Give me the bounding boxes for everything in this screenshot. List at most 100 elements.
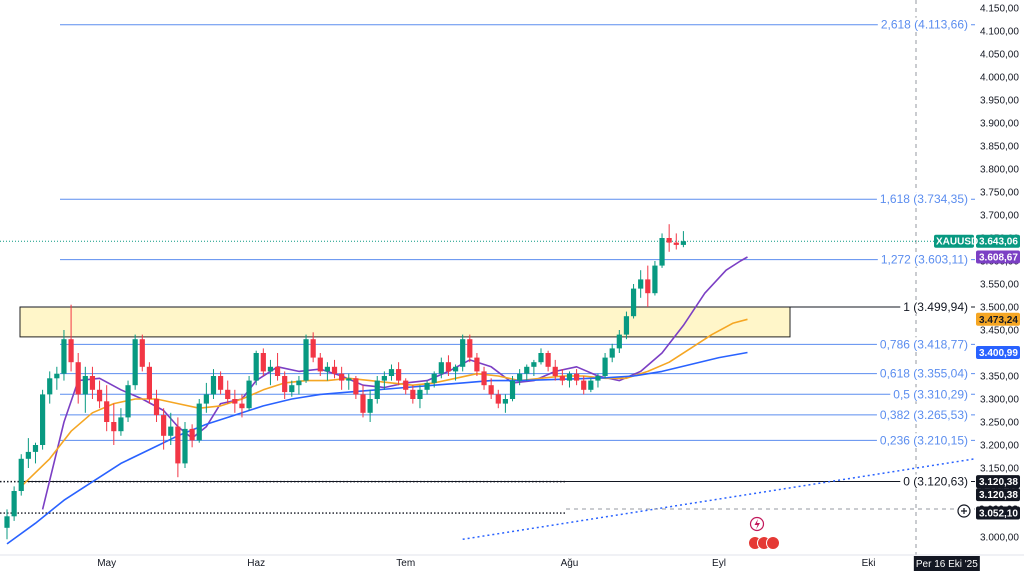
candle-body <box>517 373 523 381</box>
candle <box>125 380 131 422</box>
candle <box>25 438 31 468</box>
candle <box>161 408 167 450</box>
price-tag-value: 3.643,06 <box>979 237 1018 248</box>
candle-body <box>182 428 188 464</box>
price-tick-label: 4.100,00 <box>980 27 1019 38</box>
candle-body <box>623 316 630 335</box>
symbol-tag-bg <box>934 234 974 248</box>
candle-body <box>638 279 644 289</box>
candle <box>47 371 53 404</box>
candle-body <box>239 403 245 409</box>
candle <box>175 417 181 478</box>
candle-body <box>609 348 615 358</box>
time-tick-label: Tem <box>396 558 415 569</box>
fib-level-label: 1,618 (3.734,35) <box>880 192 968 206</box>
candle-body <box>574 373 580 381</box>
candle <box>445 355 452 376</box>
price-tag-bg <box>976 488 1020 502</box>
candle-body <box>282 376 288 393</box>
fib-level-label: 0,382 (3.265,53) <box>880 408 968 422</box>
price-tag-blue: 3.400,99 <box>976 346 1020 360</box>
crosshair-date-label: Per 16 Eki '25 <box>916 559 978 570</box>
candle-body <box>168 426 174 436</box>
price-tag-bg <box>976 250 1020 264</box>
candle <box>40 389 46 450</box>
candle <box>524 364 530 381</box>
candle-body <box>595 376 601 381</box>
candle <box>374 376 380 404</box>
candle <box>196 399 202 443</box>
price-tag-dark2: 3.120,38 <box>976 488 1020 502</box>
candle <box>168 412 174 445</box>
event-icons[interactable] <box>748 504 971 550</box>
candle-body <box>104 401 110 422</box>
candle-body <box>75 362 81 395</box>
fibonacci-levels[interactable]: 2,618 (4.113,66) 1,618 (3.734,35) 1,272 (3… <box>20 17 975 489</box>
candle-body <box>296 380 302 386</box>
time-tick-label: Eyl <box>712 558 726 569</box>
candle <box>652 261 658 296</box>
candle-body <box>581 380 587 390</box>
candle-body <box>588 380 594 390</box>
supply-zone[interactable] <box>19 306 791 338</box>
candle-body <box>82 376 88 395</box>
candle-body <box>139 339 145 367</box>
time-tick-label: Haz <box>247 558 265 569</box>
candle <box>595 373 601 388</box>
resistance-zone-box[interactable] <box>19 306 791 338</box>
us-flag-icon[interactable] <box>766 536 780 550</box>
candle-body <box>545 353 551 367</box>
candle <box>353 376 359 399</box>
time-axis[interactable]: May Haz Tem Ağu Eyl Eki Per 16 Eki '25 <box>0 554 1024 571</box>
candle-body <box>438 362 444 374</box>
candle <box>381 371 387 390</box>
fib-label-bg <box>877 17 971 32</box>
candle-body <box>18 458 24 491</box>
candle-body <box>153 399 160 416</box>
fib-label-bg <box>890 387 971 402</box>
trend-lines[interactable] <box>0 240 976 541</box>
candles <box>4 224 686 540</box>
fib-level-label: 1,272 (3.603,11) <box>881 253 968 267</box>
candle-body <box>175 426 181 464</box>
candle <box>630 284 637 319</box>
price-tag-bg <box>976 234 1020 248</box>
candle <box>182 422 188 468</box>
price-tag-bg <box>976 475 1020 489</box>
candle <box>96 380 103 409</box>
candle-body <box>246 380 252 409</box>
candle-body <box>260 353 266 372</box>
candle <box>559 369 565 386</box>
candle <box>509 376 516 402</box>
candle <box>467 334 473 363</box>
candle <box>189 424 195 448</box>
fib-level-label: 1 (3.499,94) <box>903 300 968 314</box>
price-tag-purple: 3.608,67 <box>976 250 1020 264</box>
candle-body <box>403 380 409 390</box>
candle <box>18 454 24 496</box>
candle-body <box>61 339 67 374</box>
fib-level-label: 0,236 (3.210,15) <box>880 433 968 447</box>
candle <box>609 343 615 363</box>
candle-body <box>118 417 124 432</box>
candle-body <box>68 339 74 363</box>
candle-body <box>40 394 46 445</box>
price-tick-label: 3.850,00 <box>980 142 1019 153</box>
candle-body <box>666 238 672 243</box>
candle <box>317 353 323 376</box>
candle <box>552 359 558 381</box>
candle-body <box>11 491 17 517</box>
fib-label-bg <box>876 337 971 352</box>
candle <box>659 233 665 268</box>
fib-label-bg <box>876 407 971 422</box>
candle <box>666 224 672 252</box>
candle-body <box>460 339 466 367</box>
candle <box>616 330 622 353</box>
ascending-trendline[interactable] <box>462 458 976 541</box>
candle <box>431 371 437 388</box>
candle-body <box>317 357 323 372</box>
candle-body <box>346 378 352 381</box>
time-tick-label: Ağu <box>561 558 579 569</box>
candle <box>495 389 501 409</box>
